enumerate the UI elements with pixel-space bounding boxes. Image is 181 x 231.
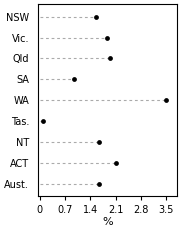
Point [98,182,101,186]
Point [109,57,112,60]
X-axis label: %: % [102,217,113,227]
Point [105,36,108,40]
Point [98,140,101,144]
Point [114,161,117,165]
Point [165,98,167,102]
Point [73,78,75,81]
Point [94,15,97,18]
Point [42,119,45,123]
